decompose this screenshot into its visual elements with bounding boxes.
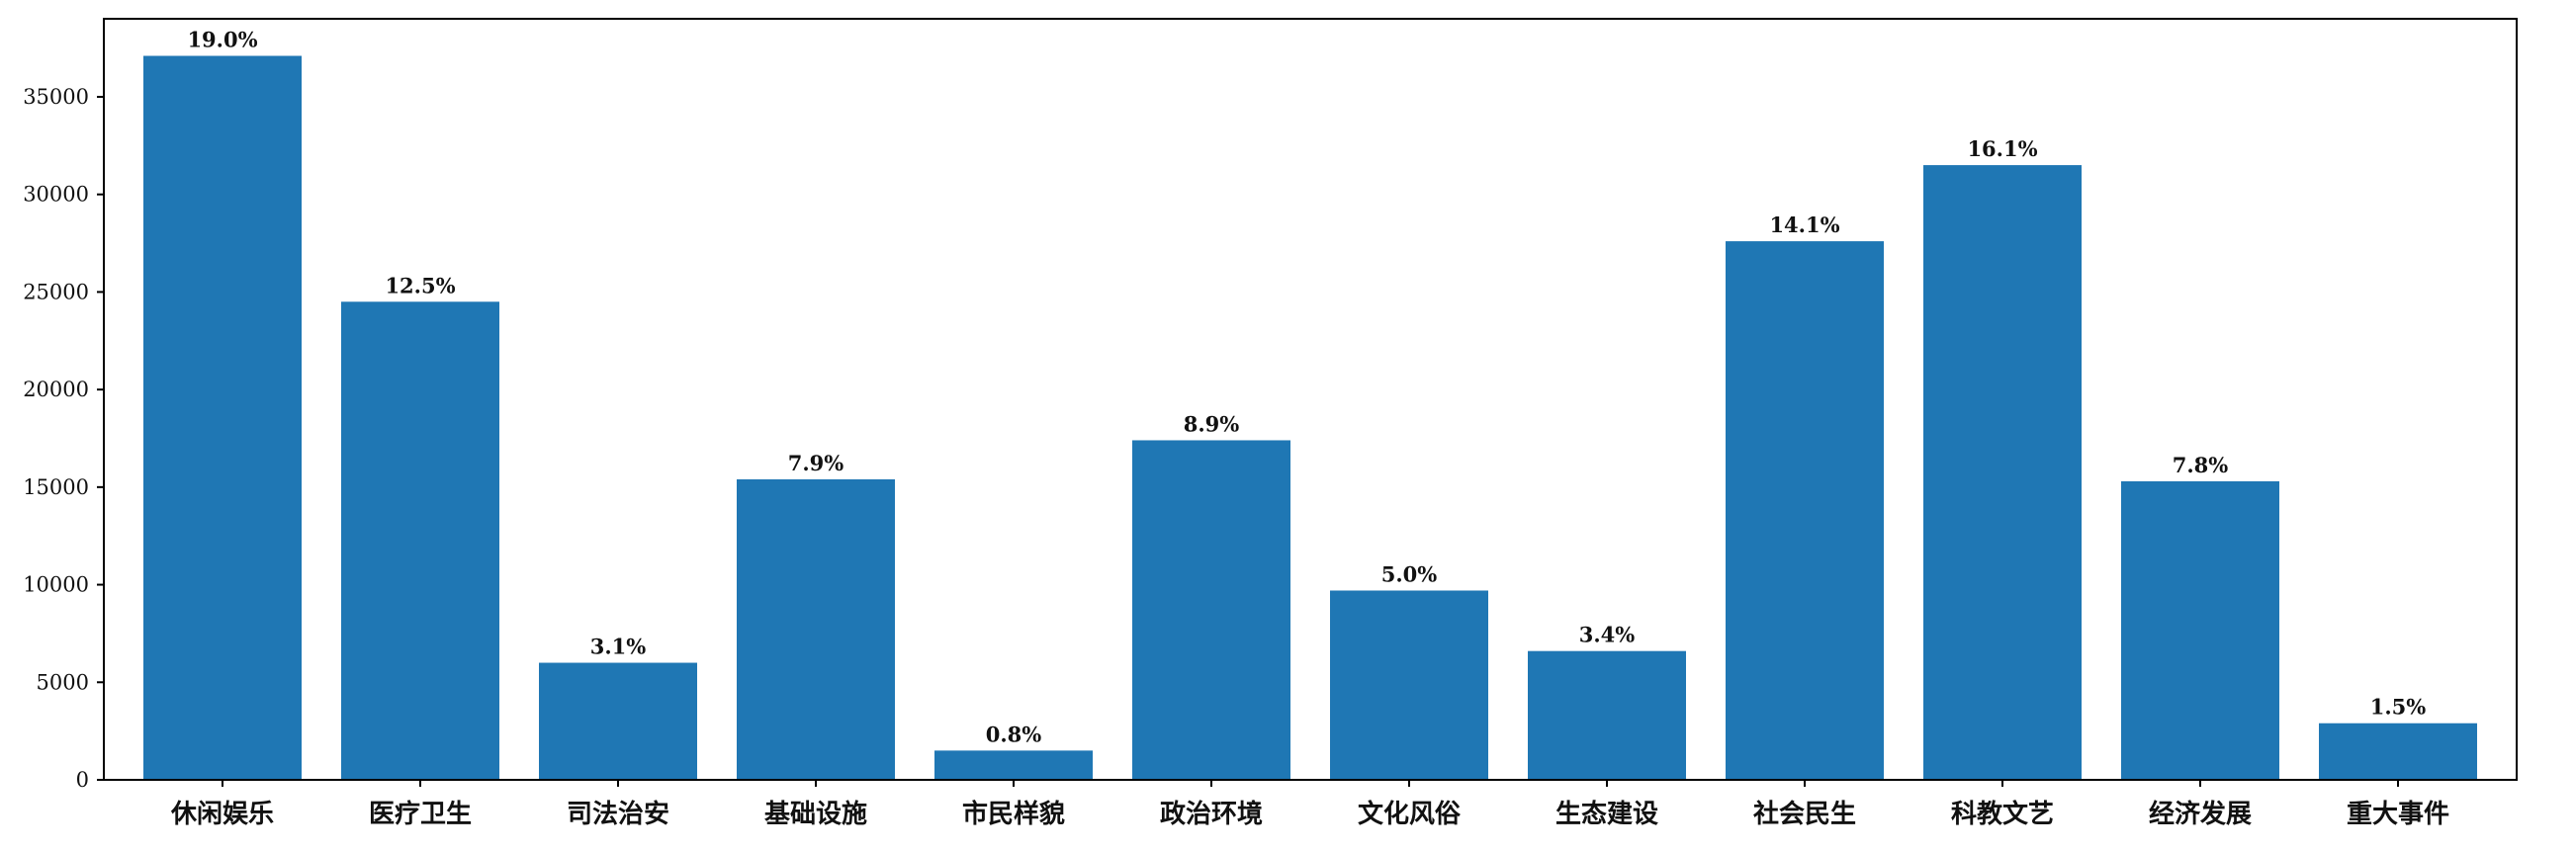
y-tick-label: 5000: [37, 670, 89, 694]
data-label: 7.9%: [788, 451, 844, 475]
bar: [539, 662, 697, 780]
x-tick-label: 经济发展: [2149, 799, 2252, 829]
data-label: 1.5%: [2370, 695, 2427, 720]
x-tick-label: 基础设施: [764, 799, 867, 829]
x-tick-label: 司法治安: [567, 800, 669, 829]
data-label: 12.5%: [385, 273, 455, 298]
bar: [934, 750, 1093, 780]
data-label: 5.0%: [1381, 561, 1438, 586]
y-tick-label: 35000: [23, 85, 89, 109]
data-label: 16.1%: [1967, 136, 2037, 161]
x-axis-ticks: 休闲娱乐 医疗卫生 司法治安 基础设施 市民样貌 政治环境 文化风俗 生态建设 社会民生 科教文艺…: [170, 780, 2449, 829]
bars-layer: [143, 55, 2477, 781]
x-tick-label: 医疗卫生: [369, 799, 472, 829]
x-tick-label: 休闲娱乐: [170, 800, 274, 829]
plot-frame: [103, 18, 2518, 781]
x-tick-label: 文化风俗: [1358, 799, 1462, 829]
data-label: 7.8%: [2173, 453, 2229, 477]
y-tick-label: 10000: [23, 573, 89, 597]
y-tick-label: 20000: [23, 378, 89, 401]
x-tick-label: 生态建设: [1555, 799, 1658, 829]
data-label: 3.1%: [590, 635, 647, 659]
data-labels-layer: 19.0% 12.5% 3.1% 7.9% 0.8% 8.9% 5.0% 3.4% 14.1% 1…: [187, 28, 2426, 747]
bar: [2121, 480, 2279, 780]
data-label: 3.4%: [1579, 623, 1636, 647]
data-label: 0.8%: [986, 722, 1042, 746]
x-tick-label: 市民样貌: [962, 799, 1065, 829]
x-tick-label: 社会民生: [1753, 799, 1856, 829]
bar: [341, 301, 499, 780]
bar: [1528, 650, 1686, 780]
bar: [143, 55, 302, 781]
axes-layer: [103, 18, 2518, 781]
y-tick-label: 15000: [23, 475, 89, 499]
y-tick-label: 30000: [23, 183, 89, 207]
bar: [1330, 590, 1488, 780]
bar: [737, 478, 895, 780]
x-tick-label: 政治环境: [1160, 799, 1263, 829]
data-label: 14.1%: [1769, 213, 1839, 237]
bar: [1923, 165, 2082, 781]
data-label: 19.0%: [187, 28, 257, 52]
y-axis-ticks: 0 5000 10000 15000 20000 25000 30000 35000: [23, 85, 104, 792]
x-tick-label: 科教文艺: [1951, 799, 2054, 829]
data-label: 8.9%: [1184, 411, 1240, 436]
bar: [1726, 241, 1884, 781]
bar: [2319, 723, 2477, 780]
x-tick-label: 重大事件: [2347, 800, 2449, 829]
bar: [1132, 440, 1290, 780]
y-tick-label: 0: [76, 768, 89, 792]
y-tick-label: 25000: [23, 280, 89, 303]
